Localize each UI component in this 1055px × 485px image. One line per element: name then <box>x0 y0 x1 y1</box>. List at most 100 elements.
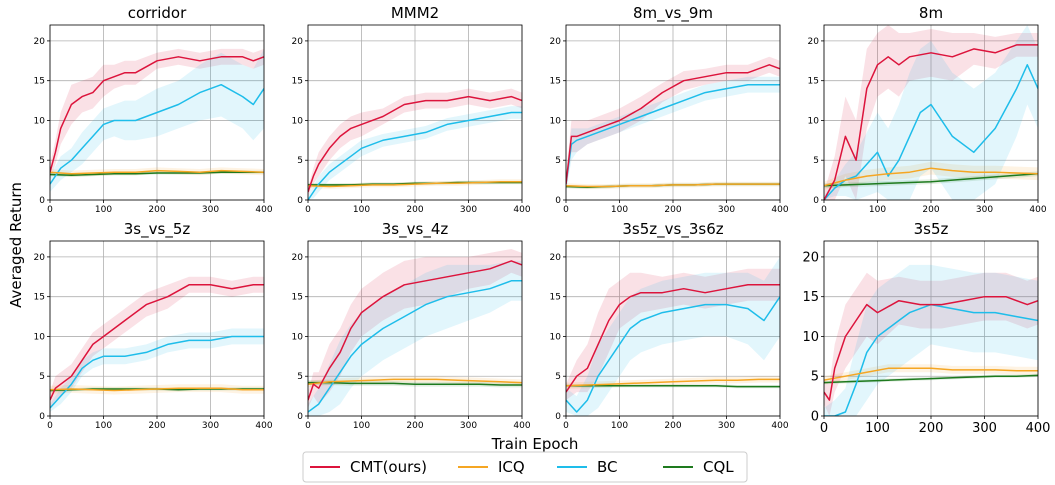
legend-label-cmt-ours: CMT(ours) <box>350 458 427 476</box>
panel-1-cql-line <box>50 171 264 177</box>
panel-3-cmt-ours-line <box>566 64 780 185</box>
panel-2: 0 100 200 300 400 0 5 10 15 20 MMM2 <box>292 4 531 215</box>
panel-3-y-tick-label: 0 <box>555 196 561 206</box>
panel-5-y-tick-label: 20 <box>34 253 46 263</box>
panel-4-x-tick-label: 200 <box>922 205 939 215</box>
panel-2-bc-band <box>308 106 522 200</box>
panel-5-x-tick-label: 400 <box>255 421 272 431</box>
panel-5-icq-line <box>50 387 264 392</box>
panel-3: 0 100 200 300 400 0 5 10 15 20 8m_vs_9m <box>550 4 789 215</box>
panel-7-y-tick-label: 10 <box>550 332 562 342</box>
panel-4-bc-band <box>824 25 1038 200</box>
panel-2-title: MMM2 <box>391 4 439 22</box>
panel-1-y-tick-label: 0 <box>39 196 45 206</box>
panel-6-y-tick-label: 20 <box>292 253 304 263</box>
panel-6-bc-band <box>308 260 522 416</box>
panel-1-title: corridor <box>128 4 187 22</box>
panel-2-y-tick-label: 15 <box>292 77 303 87</box>
legend-label-bc: BC <box>597 458 618 476</box>
panel-1-y-tick-label: 20 <box>34 37 46 47</box>
panel-8-x-tick-label: 200 <box>919 421 944 436</box>
panel-5-bc-line <box>50 335 264 409</box>
panel-6-x-tick-label: 400 <box>513 421 530 431</box>
panel-4-y-tick-label: 5 <box>813 156 819 166</box>
panel-6-y-tick-label: 10 <box>292 332 304 342</box>
panel-8-y-tick-label: 0 <box>811 410 819 425</box>
panel-6-plot-area <box>308 249 522 416</box>
panel-3-title: 8m_vs_9m <box>633 4 713 23</box>
panel-2-plot-area <box>308 88 522 200</box>
panel-3-y-tick-label: 5 <box>555 156 561 166</box>
panel-1-y-tick-label: 15 <box>34 77 45 87</box>
panel-5-y-tick-label: 10 <box>34 332 46 342</box>
x-axis-label: Train Epoch <box>491 435 579 453</box>
panel-4-icq-line <box>824 167 1038 187</box>
panel-2-y-tick-label: 5 <box>297 156 303 166</box>
panel-3-y-tick-label: 15 <box>550 77 561 87</box>
panel-8-y-tick-label: 20 <box>802 250 819 265</box>
panel-6-y-tick-label: 0 <box>297 412 303 422</box>
panel-4-y-tick-label: 10 <box>808 116 820 126</box>
panel-5-x-tick-label: 300 <box>202 421 219 431</box>
panel-5-cmt-ours-band <box>50 276 264 408</box>
panel-6-cql-line <box>308 381 522 386</box>
panel-5-x-tick-label: 0 <box>47 421 53 431</box>
panel-1-icq-line <box>50 169 264 175</box>
panel-1-x-tick-label: 100 <box>95 205 112 215</box>
legend-item-cmt-ours: CMT(ours) <box>310 458 427 476</box>
panel-7-x-tick-label: 200 <box>664 421 681 431</box>
legend: CMT(ours) ICQ BC CQL <box>302 451 748 483</box>
panel-8-x-tick-label: 400 <box>1026 421 1051 436</box>
panel-4-x-tick-label: 300 <box>976 205 993 215</box>
panel-7-y-tick-label: 15 <box>550 293 561 303</box>
panel-6-title: 3s_vs_4z <box>382 220 449 239</box>
panel-1-x-tick-label: 0 <box>47 205 53 215</box>
panel-3-x-tick-label: 200 <box>664 205 681 215</box>
panel-3-y-tick-label: 10 <box>550 116 562 126</box>
panel-5-y-tick-label: 5 <box>39 372 45 382</box>
panel-7-icq-line <box>566 378 780 387</box>
panel-1-bc-band <box>50 48 264 193</box>
legend-item-icq: ICQ <box>458 458 525 476</box>
panel-1: 0 100 200 300 400 0 5 10 15 20 corridor <box>34 4 273 215</box>
panel-4-icq-band <box>824 161 1038 190</box>
panel-7-cmt-ours-line <box>566 284 780 393</box>
panel-8-cql-line <box>824 374 1038 384</box>
panel-5-y-tick-label: 0 <box>39 412 45 422</box>
panel-4-title: 8m <box>919 4 943 22</box>
panel-7-title: 3s5z_vs_3s6z <box>622 220 723 239</box>
panel-6-bc-line <box>308 280 522 413</box>
panel-2-y-tick-label: 0 <box>297 196 303 206</box>
panel-8-x-tick-label: 0 <box>820 421 828 436</box>
panel-4-x-tick-label: 100 <box>869 205 886 215</box>
panel-7-x-tick-label: 100 <box>611 421 628 431</box>
panel-4-x-tick-label: 400 <box>1029 205 1046 215</box>
panel-7-bc-line <box>566 296 780 413</box>
panel-4-bc-line <box>824 64 1038 200</box>
panel-3-plot-area <box>566 56 780 192</box>
legend-item-cql: CQL <box>663 458 734 476</box>
panel-6-x-tick-label: 0 <box>305 421 311 431</box>
panel-8-bc-band <box>824 264 1038 416</box>
panel-8-plot-area <box>824 264 1038 416</box>
panel-1-plot-area <box>50 48 264 193</box>
panel-4-y-tick-label: 15 <box>808 77 819 87</box>
legend-label-cql: CQL <box>703 458 734 476</box>
panel-1-x-tick-label: 400 <box>255 205 272 215</box>
panel-6-y-tick-label: 5 <box>297 372 303 382</box>
panel-6-x-tick-label: 200 <box>406 421 423 431</box>
panel-5-title: 3s_vs_5z <box>124 220 191 239</box>
panel-7: 0 100 200 300 400 0 5 10 15 20 3s5z_vs_3s6z <box>550 220 789 431</box>
panel-1-cmt-ours-line <box>50 56 264 173</box>
panel-8-y-tick-label: 10 <box>802 330 819 345</box>
panel-4-cmt-ours-line <box>824 44 1038 200</box>
panel-3-x-tick-label: 100 <box>611 205 628 215</box>
panel-4-cmt-ours-band <box>824 25 1038 200</box>
panel-3-x-tick-label: 300 <box>718 205 735 215</box>
panel-8-cmt-ours-band <box>824 272 1038 416</box>
panel-2-y-tick-label: 10 <box>292 116 304 126</box>
panel-6-icq-band <box>308 376 522 388</box>
panel-3-y-tick-label: 20 <box>550 37 562 47</box>
panel-6-x-tick-label: 100 <box>353 421 370 431</box>
